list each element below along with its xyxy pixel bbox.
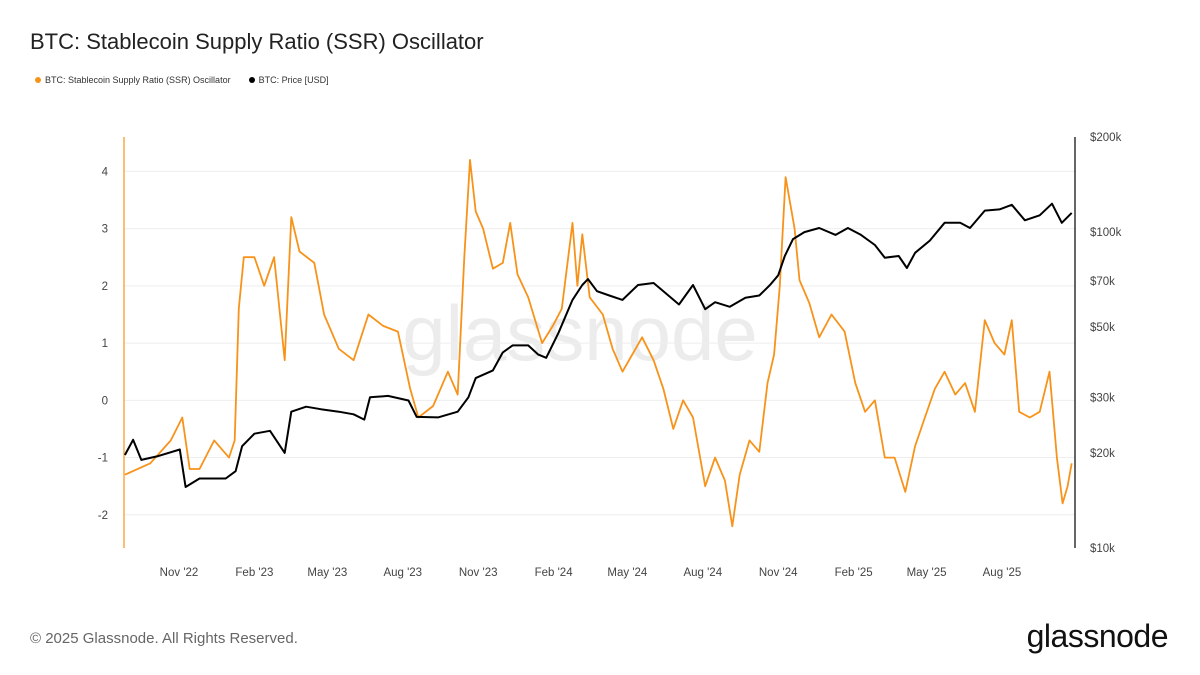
x-tick-label: Feb '23	[235, 567, 273, 579]
y-left-tick-label: -2	[98, 510, 108, 522]
y-right-tick-label: $10k	[1090, 543, 1115, 555]
y-left-tick-label: 4	[102, 166, 109, 178]
y-left-tick-label: 2	[102, 281, 108, 293]
x-tick-label: Feb '25	[835, 567, 873, 579]
chart-title: BTC: Stablecoin Supply Ratio (SSR) Oscil…	[30, 29, 484, 54]
y-right-tick-label: $30k	[1090, 392, 1115, 404]
copyright: © 2025 Glassnode. All Rights Reserved.	[30, 630, 298, 647]
legend-item-price[interactable]: BTC: Price [USD]	[248, 75, 329, 85]
y-right-tick-label: $70k	[1090, 276, 1115, 288]
legend-label: BTC: Stablecoin Supply Ratio (SSR) Oscil…	[45, 75, 231, 85]
x-tick-label: Nov '23	[459, 567, 498, 579]
legend-label: BTC: Price [USD]	[258, 75, 329, 85]
x-tick-label: Feb '24	[535, 567, 574, 579]
legend-dot-icon	[248, 77, 255, 83]
watermark: glassnode	[402, 289, 758, 377]
x-tick-label: Aug '25	[983, 567, 1022, 579]
x-tick-label: May '25	[907, 567, 947, 579]
ssr-oscillator-line	[124, 159, 1073, 528]
x-tick-label: May '23	[307, 567, 347, 579]
x-tick-label: Nov '22	[160, 567, 199, 579]
x-tick-label: Nov '24	[759, 567, 798, 579]
y-right-tick-label: $20k	[1090, 448, 1115, 460]
x-tick-label: Aug '24	[683, 567, 722, 579]
y-right-tick-label: $200k	[1090, 132, 1122, 144]
legend-item-ssr[interactable]: BTC: Stablecoin Supply Ratio (SSR) Oscil…	[35, 75, 231, 85]
y-right-tick-label: $50k	[1090, 322, 1115, 334]
legend: BTC: Stablecoin Supply Ratio (SSR) Oscil…	[35, 75, 329, 85]
x-tick-label: Aug '23	[383, 567, 422, 579]
y-left-tick-label: 3	[102, 224, 108, 236]
y-right-tick-label: $100k	[1090, 227, 1122, 239]
y-left-tick-label: -1	[98, 453, 108, 465]
btc-price-line	[124, 202, 1073, 488]
legend-dot-icon	[35, 77, 41, 83]
glassnode-logo: glassnode	[1026, 618, 1169, 654]
y-left-tick-label: 1	[102, 338, 108, 350]
y-left-tick-label: 0	[102, 395, 108, 407]
x-tick-label: May '24	[607, 567, 648, 579]
